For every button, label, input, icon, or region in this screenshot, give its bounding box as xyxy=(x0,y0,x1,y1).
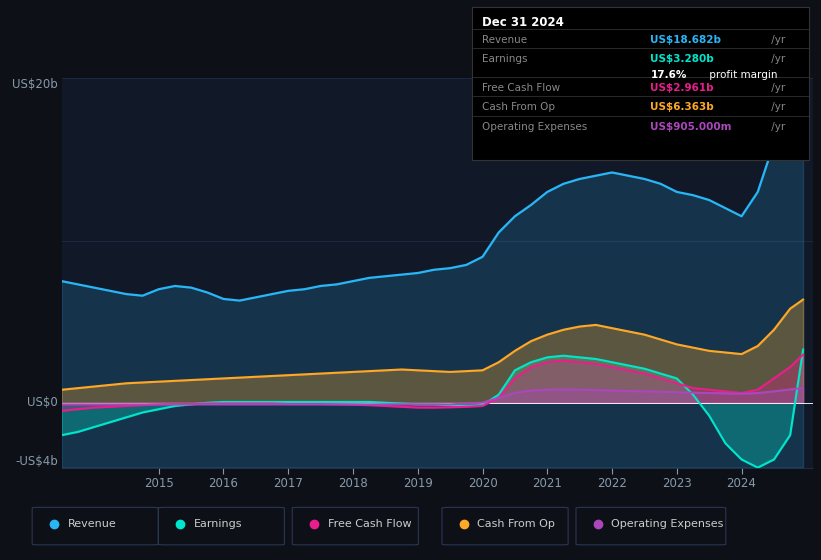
Text: Operating Expenses: Operating Expenses xyxy=(612,519,724,529)
Text: /yr: /yr xyxy=(768,122,786,132)
Text: /yr: /yr xyxy=(768,54,786,64)
Text: /yr: /yr xyxy=(768,83,786,92)
Text: Earnings: Earnings xyxy=(482,54,528,64)
Text: /yr: /yr xyxy=(768,102,786,111)
Text: Earnings: Earnings xyxy=(194,519,242,529)
Text: Cash From Op: Cash From Op xyxy=(478,519,555,529)
Text: US$20b: US$20b xyxy=(12,78,57,91)
Text: Free Cash Flow: Free Cash Flow xyxy=(482,83,560,92)
Text: US$3.280b: US$3.280b xyxy=(650,54,714,64)
Text: Dec 31 2024: Dec 31 2024 xyxy=(482,16,564,29)
Text: -US$4b: -US$4b xyxy=(15,455,57,468)
Text: US$6.363b: US$6.363b xyxy=(650,102,714,111)
Text: US$18.682b: US$18.682b xyxy=(650,35,722,45)
Text: Cash From Op: Cash From Op xyxy=(482,102,555,111)
Text: US$0: US$0 xyxy=(27,396,57,409)
Text: Operating Expenses: Operating Expenses xyxy=(482,122,587,132)
Text: /yr: /yr xyxy=(768,35,786,45)
Text: Revenue: Revenue xyxy=(67,519,117,529)
Text: Revenue: Revenue xyxy=(482,35,527,45)
Text: US$905.000m: US$905.000m xyxy=(650,122,732,132)
Text: 17.6%: 17.6% xyxy=(650,70,687,80)
Text: Free Cash Flow: Free Cash Flow xyxy=(328,519,411,529)
Text: profit margin: profit margin xyxy=(706,70,777,80)
Text: US$2.961b: US$2.961b xyxy=(650,83,714,92)
